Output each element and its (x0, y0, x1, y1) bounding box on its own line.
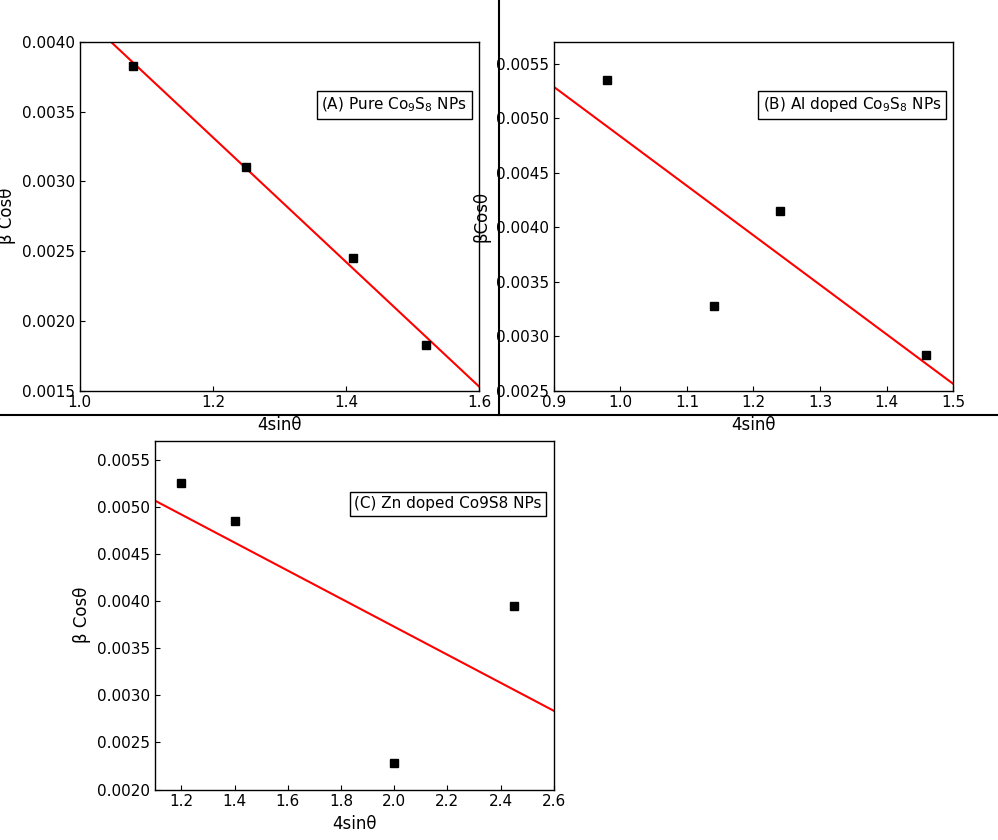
Text: (B) Al doped Co$_9$S$_8$ NPs: (B) Al doped Co$_9$S$_8$ NPs (762, 95, 941, 114)
X-axis label: 4sinθ: 4sinθ (257, 416, 301, 434)
Y-axis label: β Cosθ: β Cosθ (73, 587, 91, 643)
Y-axis label: βCosθ: βCosθ (472, 191, 490, 242)
Text: (C) Zn doped Co9S8 NPs: (C) Zn doped Co9S8 NPs (354, 496, 542, 512)
X-axis label: 4sinθ: 4sinθ (732, 416, 775, 434)
Text: (A) Pure Co$_9$S$_8$ NPs: (A) Pure Co$_9$S$_8$ NPs (321, 96, 467, 114)
Y-axis label: β Cosθ: β Cosθ (0, 188, 16, 244)
X-axis label: 4sinθ: 4sinθ (332, 815, 376, 833)
